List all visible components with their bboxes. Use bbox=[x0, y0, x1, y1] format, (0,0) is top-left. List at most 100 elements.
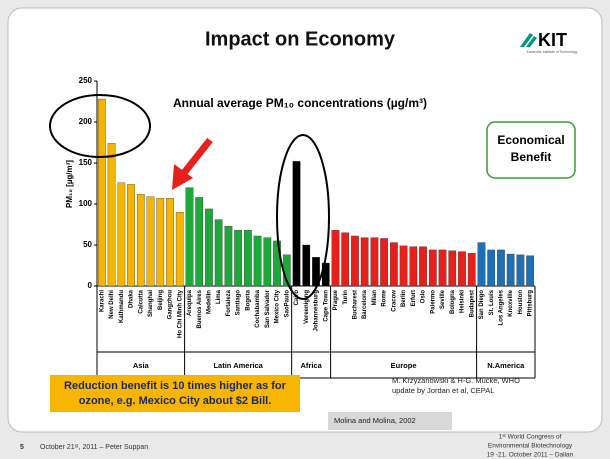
bar bbox=[516, 254, 525, 287]
bar bbox=[448, 250, 457, 287]
benefit-box bbox=[486, 121, 576, 179]
bar bbox=[146, 196, 155, 287]
bar bbox=[351, 235, 359, 287]
note-box bbox=[50, 375, 300, 412]
x-tick-label: Medellin bbox=[207, 290, 213, 314]
bar bbox=[185, 187, 194, 287]
x-tick-label: Knoxville bbox=[508, 289, 514, 316]
y-tick-label: 0 bbox=[88, 281, 93, 290]
citation-text: Molina and Molina, 2002 bbox=[334, 416, 416, 425]
x-tick-label: Calcutta bbox=[138, 289, 144, 313]
bar bbox=[458, 251, 466, 287]
benefit-text: Economical bbox=[497, 133, 564, 147]
x-tick-label: Rome bbox=[382, 289, 388, 306]
x-tick-label: Karachi bbox=[99, 290, 105, 312]
x-tick-label: Mexico City bbox=[275, 289, 281, 323]
x-tick-label: San Diego bbox=[479, 290, 485, 320]
region-label: Asia bbox=[133, 361, 150, 370]
bar bbox=[195, 197, 204, 287]
bar bbox=[438, 249, 447, 287]
x-tick-label: Los Angeles bbox=[499, 289, 505, 325]
bar bbox=[312, 257, 320, 287]
x-tick-label: Arequipa bbox=[187, 289, 193, 316]
arrow bbox=[172, 137, 213, 190]
slide-frame bbox=[7, 7, 603, 433]
x-tick-label: Barcelona bbox=[362, 289, 368, 319]
x-tick-label: St. Louis bbox=[489, 289, 495, 315]
y-axis-label: PM₁₀ [µg/m³] bbox=[65, 160, 74, 208]
bar bbox=[302, 244, 311, 287]
bar bbox=[127, 184, 135, 287]
page-number: 5 bbox=[20, 444, 24, 451]
bar bbox=[370, 237, 379, 287]
bar bbox=[477, 242, 486, 287]
bar bbox=[428, 249, 437, 287]
x-tick-label: Gangzhou bbox=[168, 290, 174, 320]
note-text: Reduction benefit is 10 times higher as … bbox=[64, 380, 287, 392]
bar bbox=[331, 230, 340, 287]
x-tick-label: Palermo bbox=[430, 290, 436, 314]
x-tick-label: Ho Chi Minh City bbox=[177, 289, 183, 338]
bar bbox=[390, 242, 398, 287]
logo-icon bbox=[520, 33, 537, 47]
footer-left: October 21ˢᵗ, 2011 – Peter Suppan bbox=[40, 444, 148, 451]
bar bbox=[292, 161, 301, 287]
x-tick-label: Houston bbox=[518, 290, 524, 315]
bar bbox=[409, 246, 418, 287]
bar bbox=[506, 253, 515, 287]
source-text: update by Jordan et al, CEPAL bbox=[392, 386, 494, 395]
footer-right: 19 -21. October 2011 – Dalian bbox=[487, 452, 574, 459]
bar bbox=[224, 225, 233, 287]
x-tick-label: Lima bbox=[216, 289, 222, 304]
highlight-ellipse bbox=[276, 134, 330, 300]
bar bbox=[205, 208, 213, 287]
x-tick-label: Johannesburg bbox=[314, 290, 320, 332]
chart: Annual average PM₁₀ concentrations (µg/m… bbox=[65, 76, 536, 379]
arrow-head bbox=[172, 164, 193, 190]
x-tick-label: Shanghai bbox=[148, 290, 154, 317]
x-tick-label: Fortaleza bbox=[226, 289, 232, 316]
x-tick-label: Bogota bbox=[245, 289, 251, 310]
x-tick-label: Erfurt bbox=[411, 290, 417, 306]
x-tick-label: New Delhi bbox=[109, 290, 115, 319]
x-tick-label: Cracow bbox=[391, 290, 397, 312]
bar bbox=[234, 230, 242, 287]
bar bbox=[526, 255, 534, 287]
benefit-text: Benefit bbox=[511, 150, 552, 164]
x-tick-label: Milan bbox=[372, 290, 378, 306]
x-tick-label: Cochabamba bbox=[255, 289, 261, 327]
bar bbox=[136, 194, 145, 287]
logo-text: KIT bbox=[538, 30, 567, 50]
x-tick-label: Beijing bbox=[158, 290, 164, 310]
x-tick-label: Kathmandu bbox=[119, 290, 125, 323]
bar bbox=[341, 232, 350, 287]
region-label: N.America bbox=[487, 361, 525, 370]
bar bbox=[467, 253, 476, 287]
highlight-ellipse bbox=[49, 94, 151, 158]
y-tick-label: 100 bbox=[79, 199, 93, 208]
bar bbox=[497, 249, 505, 287]
footer-right: Environmental Biotechnology bbox=[488, 443, 573, 450]
x-tick-label: Seville bbox=[440, 289, 446, 309]
y-tick-label: 50 bbox=[83, 240, 92, 249]
region-label: Latin America bbox=[213, 361, 263, 370]
x-tick-label: Vereeniging bbox=[304, 290, 310, 324]
footer-right: 1ˢᵗ World Congress of bbox=[499, 434, 562, 441]
x-tick-label: Cape Town bbox=[323, 290, 329, 322]
x-tick-label: Bucharest bbox=[353, 290, 359, 319]
kit-logo: KIT Karlsruhe Institute of Technology bbox=[520, 30, 578, 54]
x-tick-label: Dhaka bbox=[129, 289, 135, 308]
x-tick-label: SaoPaulo bbox=[284, 290, 290, 318]
bar bbox=[98, 98, 106, 287]
bar bbox=[487, 249, 496, 287]
region-label: Europe bbox=[391, 361, 417, 370]
x-tick-label: Helsinki bbox=[460, 290, 466, 313]
bar bbox=[263, 237, 272, 287]
logo-subtitle: Karlsruhe Institute of Technology bbox=[527, 50, 578, 54]
bar bbox=[166, 198, 174, 287]
bar bbox=[360, 237, 369, 287]
bar bbox=[419, 246, 427, 287]
bar bbox=[399, 245, 408, 287]
source-text: M. Krzyzanowski & H-G. Mucke, WHO bbox=[392, 376, 520, 385]
bar bbox=[175, 212, 184, 287]
